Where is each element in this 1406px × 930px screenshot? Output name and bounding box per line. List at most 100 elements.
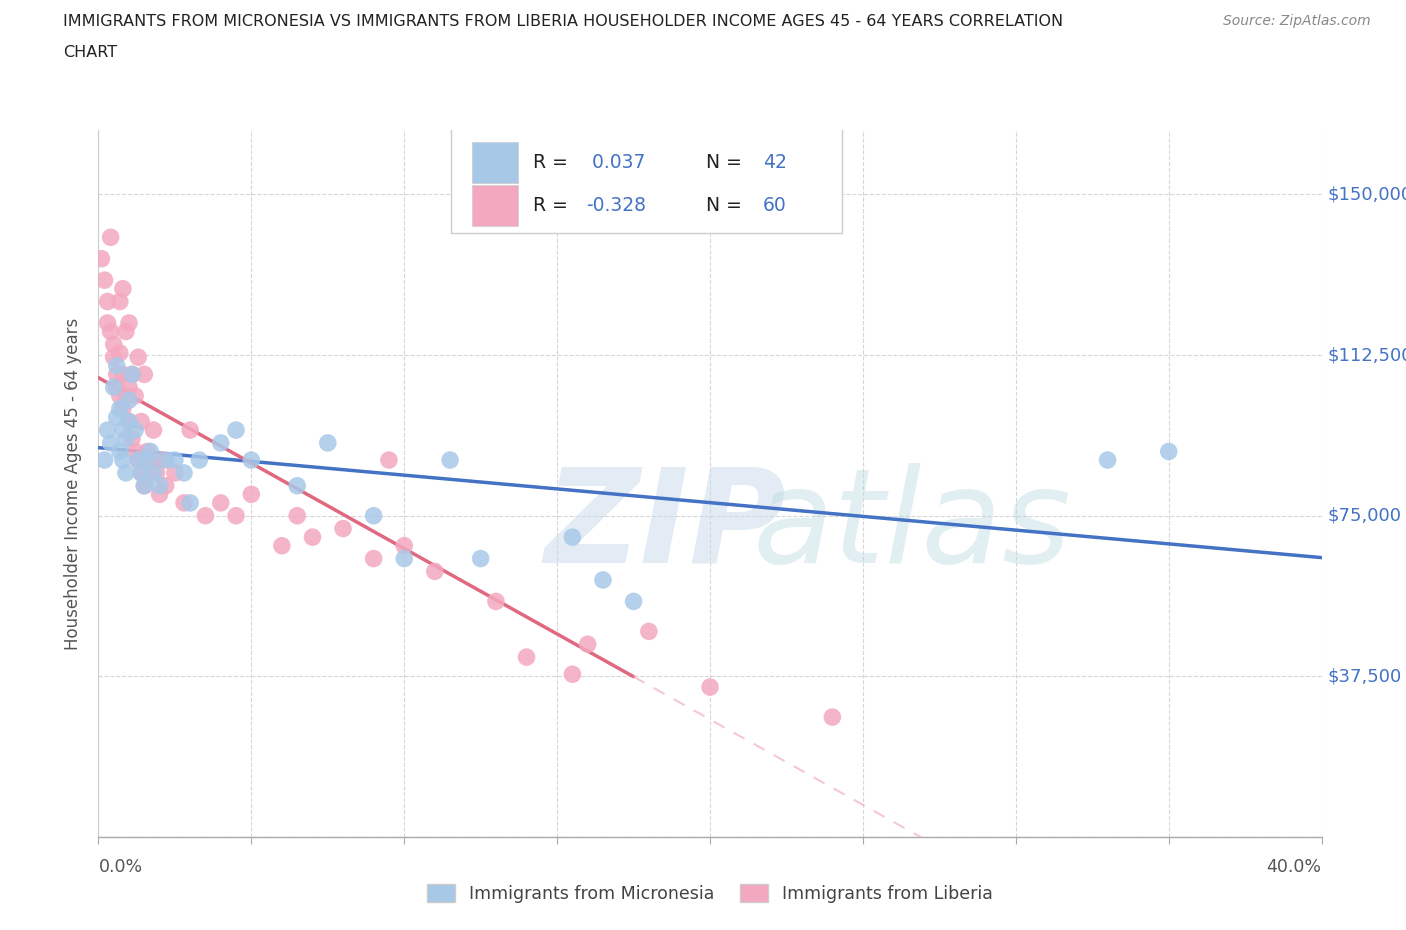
Point bbox=[179, 422, 201, 437]
Point bbox=[121, 367, 143, 382]
Point bbox=[139, 453, 162, 468]
Point bbox=[301, 530, 323, 545]
Point bbox=[392, 538, 416, 553]
Text: $75,000: $75,000 bbox=[1327, 507, 1402, 525]
Point bbox=[115, 324, 138, 339]
Text: N =: N = bbox=[706, 196, 748, 216]
Text: IMMIGRANTS FROM MICRONESIA VS IMMIGRANTS FROM LIBERIA HOUSEHOLDER INCOME AGES 45: IMMIGRANTS FROM MICRONESIA VS IMMIGRANTS… bbox=[63, 14, 1063, 29]
Text: N =: N = bbox=[706, 153, 748, 171]
Point bbox=[118, 315, 141, 330]
Point bbox=[173, 465, 195, 480]
Text: 42: 42 bbox=[762, 153, 786, 171]
Point bbox=[240, 453, 263, 468]
Point bbox=[423, 564, 446, 578]
Text: 60: 60 bbox=[762, 196, 786, 216]
FancyBboxPatch shape bbox=[471, 185, 517, 226]
Point bbox=[93, 453, 115, 468]
Point bbox=[127, 453, 149, 468]
Point bbox=[142, 422, 165, 437]
Point bbox=[118, 392, 141, 407]
Point bbox=[103, 350, 125, 365]
Point bbox=[103, 337, 125, 352]
Point bbox=[316, 435, 339, 450]
Text: R =: R = bbox=[533, 196, 574, 216]
Point bbox=[111, 401, 134, 416]
Point bbox=[142, 465, 165, 480]
Point bbox=[592, 573, 614, 588]
Point bbox=[115, 389, 138, 404]
Point bbox=[1097, 453, 1119, 468]
Text: Source: ZipAtlas.com: Source: ZipAtlas.com bbox=[1223, 14, 1371, 28]
Point bbox=[129, 414, 152, 429]
Text: ZIP: ZIP bbox=[546, 462, 786, 590]
Point bbox=[105, 410, 128, 425]
Point bbox=[439, 453, 461, 468]
Text: atlas: atlas bbox=[752, 462, 1071, 590]
Point bbox=[378, 453, 401, 468]
Text: R =: R = bbox=[533, 153, 574, 171]
Point bbox=[111, 281, 134, 296]
Point bbox=[155, 478, 177, 493]
Point bbox=[149, 478, 172, 493]
Point bbox=[1157, 444, 1180, 458]
Point bbox=[134, 478, 156, 493]
Text: $37,500: $37,500 bbox=[1327, 668, 1402, 685]
Point bbox=[111, 367, 134, 382]
Point bbox=[163, 465, 186, 480]
Point bbox=[145, 465, 167, 480]
FancyBboxPatch shape bbox=[471, 141, 517, 182]
Point bbox=[97, 315, 120, 330]
Text: $112,500: $112,500 bbox=[1327, 346, 1406, 364]
Point bbox=[155, 453, 177, 468]
Point bbox=[285, 478, 308, 493]
Point bbox=[209, 496, 232, 511]
Text: $150,000: $150,000 bbox=[1327, 185, 1406, 204]
Text: 0.037: 0.037 bbox=[586, 153, 645, 171]
Text: 0.0%: 0.0% bbox=[98, 858, 142, 876]
Point bbox=[124, 422, 146, 437]
Point bbox=[240, 487, 263, 502]
Point bbox=[332, 521, 354, 536]
FancyBboxPatch shape bbox=[451, 128, 842, 232]
Point bbox=[97, 294, 120, 309]
Point bbox=[270, 538, 292, 553]
Point bbox=[127, 453, 149, 468]
Point bbox=[163, 453, 186, 468]
Point bbox=[124, 444, 146, 458]
Point bbox=[134, 478, 156, 493]
Point bbox=[129, 465, 152, 480]
Point bbox=[108, 444, 131, 458]
Point bbox=[111, 422, 134, 437]
Point bbox=[139, 444, 162, 458]
Point bbox=[485, 594, 508, 609]
Point bbox=[225, 509, 247, 524]
Point bbox=[108, 294, 131, 309]
Point bbox=[173, 496, 195, 511]
Point bbox=[108, 401, 131, 416]
Point bbox=[121, 432, 143, 446]
Point bbox=[115, 432, 138, 446]
Point bbox=[103, 379, 125, 394]
Point bbox=[111, 453, 134, 468]
Point bbox=[100, 230, 122, 245]
Point bbox=[363, 509, 385, 524]
Point bbox=[149, 487, 172, 502]
Point bbox=[194, 509, 217, 524]
Point bbox=[561, 667, 583, 682]
Point bbox=[121, 367, 143, 382]
Point bbox=[127, 350, 149, 365]
Point bbox=[118, 414, 141, 429]
Point bbox=[124, 389, 146, 404]
Point bbox=[152, 453, 174, 468]
Point bbox=[108, 389, 131, 404]
Point bbox=[93, 272, 115, 287]
Point bbox=[179, 496, 201, 511]
Point bbox=[105, 358, 128, 373]
Point bbox=[118, 379, 141, 394]
Point bbox=[623, 594, 645, 609]
Point bbox=[129, 465, 152, 480]
Point bbox=[100, 324, 122, 339]
Point bbox=[105, 367, 128, 382]
Point bbox=[821, 710, 844, 724]
Point bbox=[209, 435, 232, 450]
